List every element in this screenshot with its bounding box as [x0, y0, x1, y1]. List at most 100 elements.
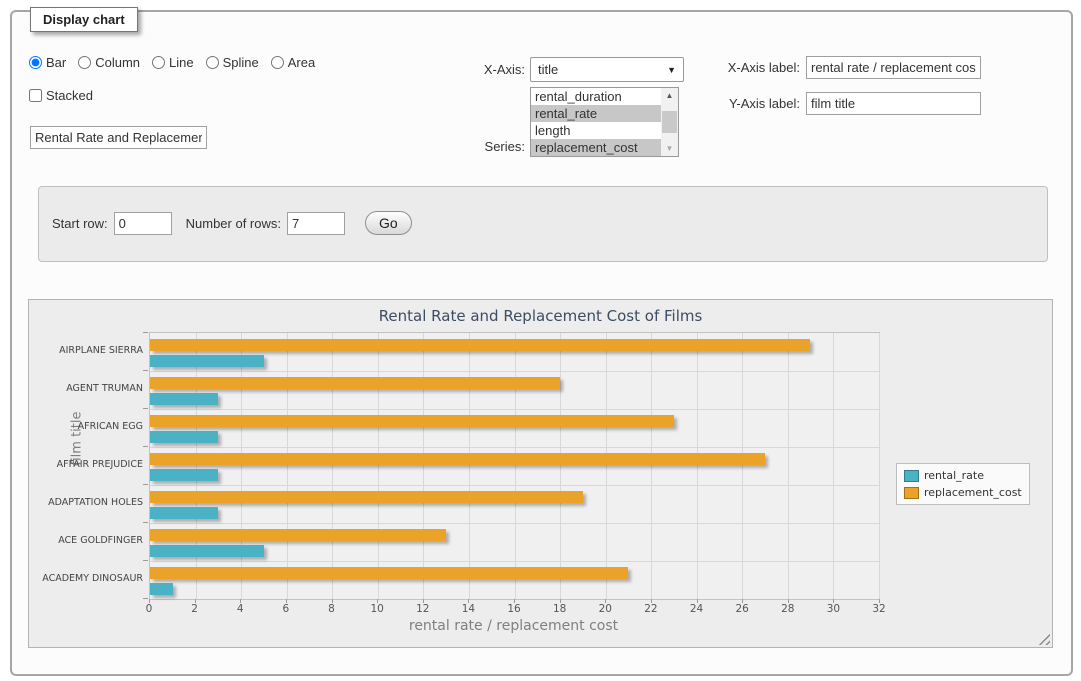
chart-type-label: Bar: [46, 55, 66, 70]
x-tick-label: 28: [781, 603, 794, 615]
chart-type-radio-spline[interactable]: [206, 56, 219, 69]
chart-type-option-line: Line: [152, 55, 194, 70]
chart-type-option-area: Area: [271, 55, 315, 70]
category-label: ACADEMY DINOSAUR: [29, 573, 143, 584]
chart-type-label: Line: [169, 55, 194, 70]
category-label: AFFAIR PREJUDICE: [29, 459, 143, 470]
row-range-controls: Start row: Number of rows: Go: [52, 211, 412, 235]
y-tick-mark: [143, 332, 148, 333]
gridline: [150, 409, 879, 410]
gridline: [515, 333, 516, 599]
gridline: [196, 333, 197, 599]
legend-swatch: [904, 470, 919, 482]
gridline: [423, 333, 424, 599]
chart-type-radio-column[interactable]: [78, 56, 91, 69]
bar-rental_rate: [150, 583, 173, 595]
x-axis-label-input[interactable]: [806, 56, 981, 79]
gridline: [287, 333, 288, 599]
bar-replacement_cost: [150, 491, 583, 503]
x-axis-selected-value: title: [538, 62, 558, 77]
category-labels: AIRPLANE SIERRAAGENT TRUMANAFRICAN EGGAF…: [29, 332, 143, 598]
bar-replacement_cost: [150, 339, 810, 351]
x-tick-label: 4: [237, 603, 244, 615]
category-label: ADAPTATION HOLES: [29, 497, 143, 508]
x-tick-label: 0: [146, 603, 153, 615]
y-tick-mark: [143, 446, 148, 447]
bar-rental_rate: [150, 431, 218, 443]
chart-type-label: Spline: [223, 55, 259, 70]
gridline: [241, 333, 242, 599]
gridline: [606, 333, 607, 599]
legend-swatch: [904, 487, 919, 499]
chart-type-option-column: Column: [78, 55, 140, 70]
gridline: [469, 333, 470, 599]
x-tick-label: 24: [690, 603, 703, 615]
gridline: [150, 523, 879, 524]
bar-rental_rate: [150, 469, 218, 481]
scroll-up-icon[interactable]: ▲: [661, 88, 678, 103]
y-tick-mark: [143, 522, 148, 523]
scrollbar-thumb[interactable]: [662, 111, 677, 133]
scroll-down-icon[interactable]: ▼: [661, 141, 678, 156]
y-tick-mark: [143, 370, 148, 371]
legend-item: rental_rate: [904, 469, 1022, 482]
chart-type-radio-area[interactable]: [271, 56, 284, 69]
x-tick-label: 26: [735, 603, 748, 615]
x-tick-label: 10: [370, 603, 383, 615]
chevron-down-icon: ▼: [667, 65, 676, 75]
x-tick-label: 14: [462, 603, 475, 615]
x-tick-label: 20: [599, 603, 612, 615]
y-axis-label-input[interactable]: [806, 92, 981, 115]
bar-replacement_cost: [150, 453, 765, 465]
num-rows-input[interactable]: [287, 212, 345, 235]
num-rows-label: Number of rows:: [186, 216, 281, 231]
go-button[interactable]: Go: [365, 211, 412, 235]
series-listbox[interactable]: rental_durationrental_ratelengthreplacem…: [530, 87, 679, 157]
gridline: [332, 333, 333, 599]
series-option-length[interactable]: length: [531, 122, 661, 139]
x-axis-select-label: X-Axis:: [430, 62, 525, 77]
series-scrollbar[interactable]: ▲ ▼: [661, 88, 678, 156]
x-tick-label: 6: [283, 603, 290, 615]
y-tick-mark: [143, 598, 148, 599]
x-tick-label: 32: [872, 603, 885, 615]
gridline: [697, 333, 698, 599]
stacked-label-text: Stacked: [46, 88, 93, 103]
legend-label: rental_rate: [924, 469, 984, 482]
category-label: AFRICAN EGG: [29, 421, 143, 432]
x-axis-select[interactable]: title ▼: [530, 57, 684, 82]
chart-title-input[interactable]: [30, 126, 207, 149]
chart-type-radio-bar[interactable]: [29, 56, 42, 69]
bar-rental_rate: [150, 355, 264, 367]
resize-grip-icon[interactable]: [1038, 633, 1050, 645]
stacked-row: Stacked: [29, 88, 93, 103]
chart-legend: rental_rate replacement_cost: [896, 463, 1030, 505]
gridline: [560, 333, 561, 599]
y-tick-mark: [143, 484, 148, 485]
stacked-checkbox[interactable]: [29, 89, 42, 102]
x-tick-label: 2: [191, 603, 198, 615]
start-row-input[interactable]: [114, 212, 172, 235]
x-axis-label-field-label: X-Axis label:: [700, 60, 800, 75]
series-option-replacement_cost[interactable]: replacement_cost: [531, 139, 661, 156]
bar-rental_rate: [150, 507, 218, 519]
series-option-rental_rate[interactable]: rental_rate: [531, 105, 661, 122]
legend-label: replacement_cost: [924, 486, 1022, 499]
chart-type-radio-line[interactable]: [152, 56, 165, 69]
series-option-rental_duration[interactable]: rental_duration: [531, 88, 661, 105]
series-listbox-label: Series:: [430, 139, 525, 154]
chart-type-radios: Bar Column Line Spline Area: [29, 55, 315, 70]
chart-type-label: Column: [95, 55, 140, 70]
x-axis-tick-labels: 02468101214161820222426283032: [149, 603, 879, 617]
display-chart-page: Display chart BarColumnLineSplineArea St…: [0, 0, 1081, 681]
x-tick-label: 8: [328, 603, 335, 615]
series-options: rental_durationrental_ratelengthreplacem…: [531, 88, 678, 156]
bar-replacement_cost: [150, 529, 446, 541]
gridline: [833, 333, 834, 599]
chart-container: Rental Rate and Replacement Cost of Film…: [28, 299, 1053, 648]
start-row-label: Start row:: [52, 216, 108, 231]
gridline: [788, 333, 789, 599]
gridline: [651, 333, 652, 599]
x-tick-label: 30: [827, 603, 840, 615]
gridline: [378, 333, 379, 599]
